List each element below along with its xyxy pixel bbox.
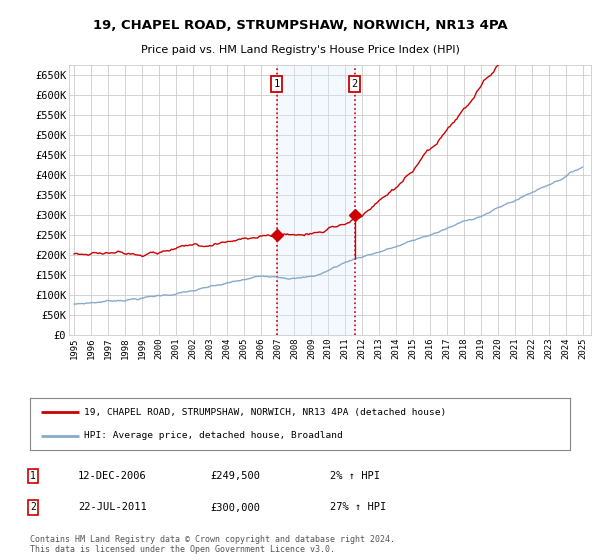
Text: Price paid vs. HM Land Registry's House Price Index (HPI): Price paid vs. HM Land Registry's House … (140, 45, 460, 55)
Bar (277, 65, 355, 335)
Text: 2% ↑ HPI: 2% ↑ HPI (330, 471, 380, 481)
Text: 27% ↑ HPI: 27% ↑ HPI (330, 502, 386, 512)
Text: 2: 2 (352, 79, 358, 89)
Text: 12-DEC-2006: 12-DEC-2006 (78, 471, 147, 481)
Text: 22-JUL-2011: 22-JUL-2011 (78, 502, 147, 512)
Text: 19, CHAPEL ROAD, STRUMPSHAW, NORWICH, NR13 4PA (detached house): 19, CHAPEL ROAD, STRUMPSHAW, NORWICH, NR… (84, 408, 446, 417)
Text: Contains HM Land Registry data © Crown copyright and database right 2024.
This d: Contains HM Land Registry data © Crown c… (30, 534, 395, 554)
Text: 19, CHAPEL ROAD, STRUMPSHAW, NORWICH, NR13 4PA: 19, CHAPEL ROAD, STRUMPSHAW, NORWICH, NR… (92, 19, 508, 32)
Text: HPI: Average price, detached house, Broadland: HPI: Average price, detached house, Broa… (84, 431, 343, 441)
Text: 2: 2 (30, 502, 36, 512)
Text: £300,000: £300,000 (210, 502, 260, 512)
Text: £249,500: £249,500 (210, 471, 260, 481)
Text: 1: 1 (274, 79, 280, 89)
Text: 1: 1 (30, 471, 36, 481)
